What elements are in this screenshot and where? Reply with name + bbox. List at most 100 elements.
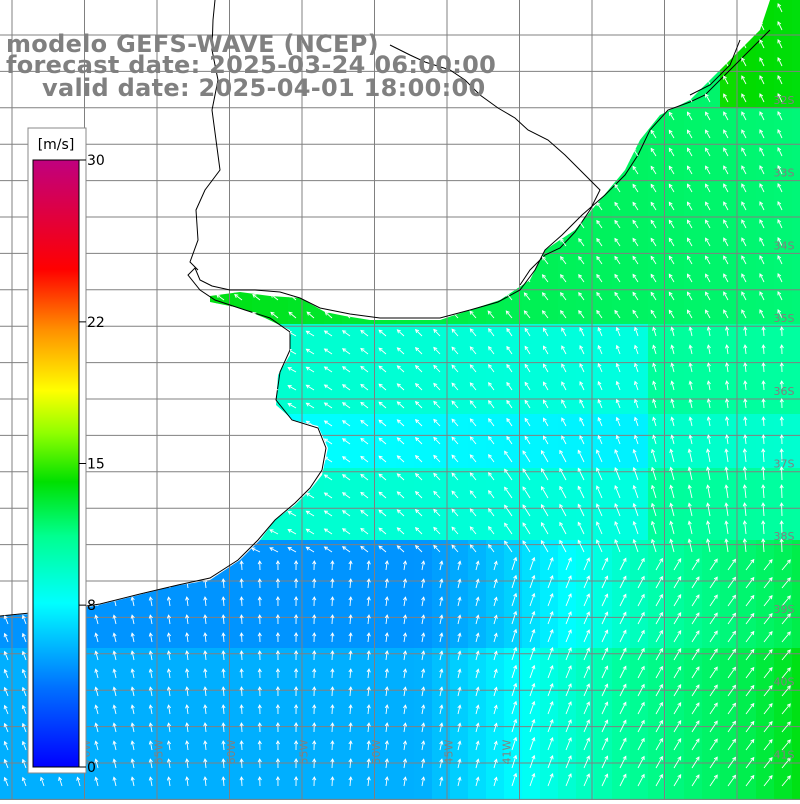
wind-arrow	[470, 5, 476, 12]
speed-cell	[648, 792, 667, 800]
speed-cell	[270, 162, 289, 181]
speed-cell	[270, 576, 289, 595]
speed-cell	[126, 756, 145, 775]
speed-cell	[666, 486, 685, 505]
speed-cell	[558, 18, 577, 37]
wind-arrow	[615, 149, 620, 156]
speed-cell	[252, 198, 271, 217]
speed-cell	[702, 180, 721, 199]
speed-cell	[558, 0, 577, 19]
speed-cell	[468, 234, 487, 253]
speed-cell	[0, 414, 19, 433]
speed-cell	[702, 630, 721, 649]
wind-arrow	[197, 531, 206, 534]
speed-cell	[288, 234, 307, 253]
speed-cell	[162, 252, 181, 271]
wind-arrow	[162, 7, 170, 12]
speed-cell	[792, 216, 800, 235]
speed-cell	[180, 288, 199, 307]
speed-cell	[666, 72, 685, 91]
wind-arrow	[18, 80, 26, 84]
longitude-label: 60W	[225, 739, 238, 764]
speed-cell	[0, 684, 19, 703]
speed-cell	[324, 774, 343, 793]
speed-cell	[270, 558, 289, 577]
speed-cell	[216, 198, 235, 217]
wind-arrow	[161, 441, 170, 444]
speed-cell	[684, 288, 703, 307]
speed-cell	[738, 468, 757, 487]
speed-cell	[432, 270, 451, 289]
wind-arrow	[234, 332, 242, 336]
speed-cell	[414, 756, 433, 775]
speed-cell	[324, 180, 343, 199]
wind-arrow	[289, 132, 296, 138]
speed-cell	[144, 558, 163, 577]
speed-cell	[108, 162, 127, 181]
wind-arrow	[89, 496, 98, 499]
wind-arrow	[524, 167, 530, 174]
speed-cell	[180, 756, 199, 775]
speed-cell	[288, 216, 307, 235]
speed-cell	[126, 432, 145, 451]
wind-arrow	[17, 479, 26, 482]
speed-cell	[126, 468, 145, 487]
wind-arrow	[306, 457, 314, 462]
speed-cell	[684, 342, 703, 361]
speed-cell	[738, 306, 757, 325]
speed-cell	[216, 216, 235, 235]
latitude-label: 34S	[774, 239, 795, 252]
speed-cell	[324, 378, 343, 397]
speed-cell	[396, 288, 415, 307]
speed-cell	[738, 126, 757, 145]
speed-cell	[0, 774, 19, 793]
wind-arrow	[217, 133, 224, 138]
wind-arrow	[597, 149, 602, 156]
wind-arrow	[54, 8, 62, 12]
speed-cell	[630, 252, 649, 271]
speed-cell	[126, 0, 145, 19]
wind-arrow	[289, 186, 296, 192]
speed-cell	[270, 756, 289, 775]
speed-cell	[666, 108, 685, 127]
speed-cell	[180, 180, 199, 199]
speed-cell	[432, 540, 451, 559]
speed-cell	[180, 702, 199, 721]
speed-cell	[522, 306, 541, 325]
wind-arrow	[343, 168, 350, 174]
speed-cell	[468, 216, 487, 235]
speed-cell	[432, 522, 451, 541]
wind-arrow	[125, 441, 134, 444]
speed-cell	[360, 504, 379, 523]
speed-cell	[684, 252, 703, 271]
wind-arrow	[488, 149, 494, 156]
wind-arrow	[235, 313, 242, 318]
wind-arrow	[398, 294, 404, 300]
speed-cell	[162, 594, 181, 613]
speed-cell	[126, 378, 145, 397]
wind-arrow	[107, 352, 116, 355]
speed-cell	[90, 288, 109, 307]
speed-cell	[648, 522, 667, 541]
wind-arrow	[325, 168, 332, 174]
speed-cell	[324, 486, 343, 505]
speed-cell	[630, 54, 649, 73]
wind-arrow	[17, 443, 26, 446]
speed-cell	[162, 468, 181, 487]
speed-cell	[306, 792, 325, 800]
speed-cell	[594, 54, 613, 73]
speed-cell	[666, 288, 685, 307]
speed-cell	[198, 198, 217, 217]
wind-arrow	[380, 114, 386, 120]
wind-arrow	[217, 259, 224, 264]
speed-cell	[306, 684, 325, 703]
wind-arrow	[724, 4, 728, 12]
speed-cell	[0, 702, 19, 721]
speed-cell	[306, 612, 325, 631]
wind-arrow	[687, 58, 692, 66]
speed-cell	[792, 0, 800, 19]
wind-arrow	[89, 424, 98, 427]
speed-cell	[702, 648, 721, 667]
wind-arrow	[488, 203, 494, 210]
speed-cell	[0, 558, 19, 577]
